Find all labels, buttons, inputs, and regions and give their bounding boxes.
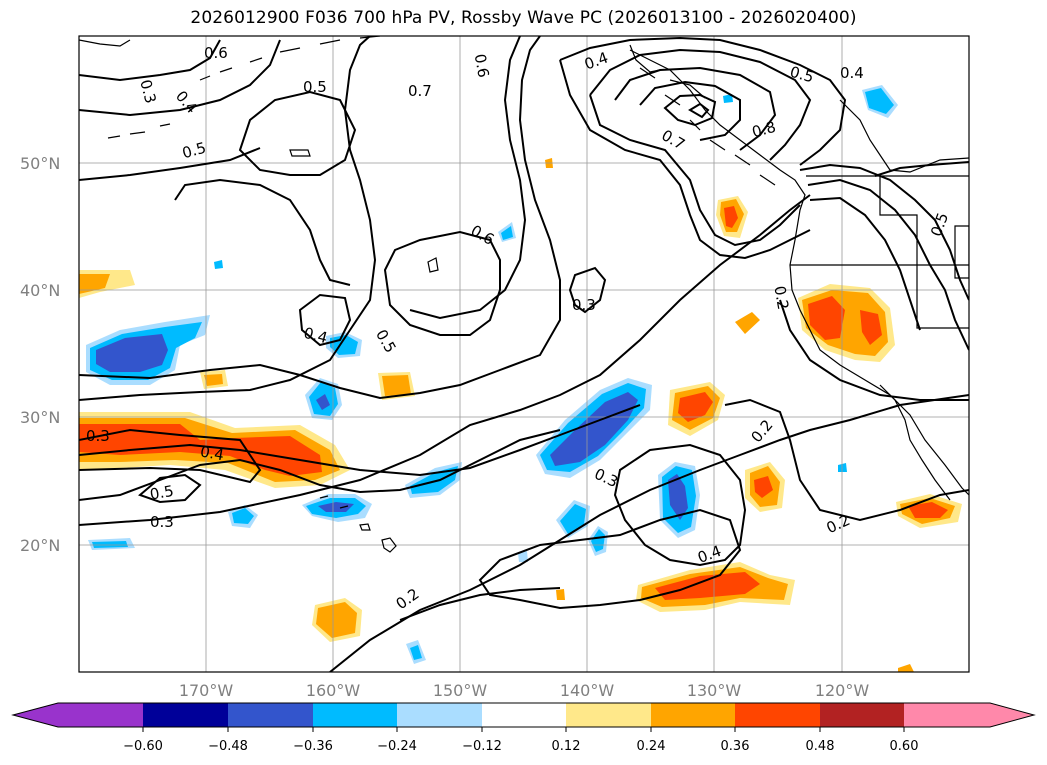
contour-label: 0.4: [840, 64, 864, 82]
lat-label-50n: 50°N: [20, 154, 60, 173]
colorbar-under-arrow: [13, 703, 143, 727]
contour-label: 0.7: [408, 82, 432, 100]
pv-contours: [79, 36, 969, 672]
contour-label: 0.6: [204, 44, 228, 62]
contour-label: 0.6: [471, 52, 493, 79]
contour-label: 0.8: [750, 118, 778, 142]
colorbar-segment: [735, 703, 820, 727]
colorbar-segment: [651, 703, 735, 727]
colorbar-tick-label: −0.12: [462, 739, 502, 754]
contour-label: 0.5: [148, 482, 175, 504]
map-title: 2026012900 F036 700 hPa PV, Rossby Wave …: [190, 8, 857, 28]
contour-label: 0.3: [150, 513, 174, 531]
colorbar-segment: [228, 703, 313, 727]
lon-label-120w: 120°W: [815, 681, 870, 700]
colorbar-tick-label: 0.24: [637, 739, 666, 754]
contour-label: 0.4: [302, 324, 330, 348]
colorbar: −0.60 −0.48 −0.36 −0.24 −0.12 0.12 0.24 …: [11, 702, 1036, 754]
lon-label-170w: 170°W: [179, 681, 234, 700]
lon-label-150w: 150°W: [433, 681, 488, 700]
colorbar-tick-label: 0.36: [721, 739, 750, 754]
colorbar-tick-label: 0.60: [890, 739, 919, 754]
lon-label-160w: 160°W: [306, 681, 361, 700]
lon-label-140w: 140°W: [560, 681, 615, 700]
colorbar-tick-label: −0.60: [123, 739, 163, 754]
contour-label: 0.3: [86, 427, 110, 445]
colorbar-tick-label: −0.24: [377, 739, 417, 754]
colorbar-tick-label: −0.48: [208, 739, 248, 754]
contour-label: 0.3: [136, 78, 160, 106]
gridlines: [79, 36, 969, 672]
colorbar-segment: [397, 703, 482, 727]
contour-label: 0.5: [788, 63, 816, 87]
coastlines: [79, 36, 969, 553]
colorbar-segment: [313, 703, 397, 727]
colorbar-segment: [566, 703, 651, 727]
lat-label-30n: 30°N: [20, 408, 60, 427]
contour-label: 0.4: [199, 442, 226, 464]
negative-anomaly-fills: [86, 85, 898, 664]
contour-label: 0.3: [572, 296, 596, 314]
latitude-labels: 50°N 40°N 30°N 20°N: [20, 154, 60, 555]
colorbar-segment: [820, 703, 904, 727]
colorbar-tick-label: 0.12: [552, 739, 581, 754]
colorbar-over-arrow: [904, 703, 1034, 727]
map-panel: [79, 36, 969, 672]
lat-label-40n: 40°N: [20, 281, 60, 300]
colorbar-segment: [482, 703, 566, 727]
contour-label: 0.2: [770, 284, 792, 311]
contour-label: 0.5: [180, 139, 208, 163]
lat-label-20n: 20°N: [20, 536, 60, 555]
contour-label: 0.5: [303, 78, 327, 96]
colorbar-segment: [143, 703, 228, 727]
lon-label-130w: 130°W: [687, 681, 742, 700]
colorbar-tick-label: 0.48: [806, 739, 835, 754]
longitude-labels: 170°W 160°W 150°W 140°W 130°W 120°W: [179, 681, 870, 700]
colorbar-tick-label: −0.36: [293, 739, 333, 754]
map-frame: [78, 35, 970, 673]
